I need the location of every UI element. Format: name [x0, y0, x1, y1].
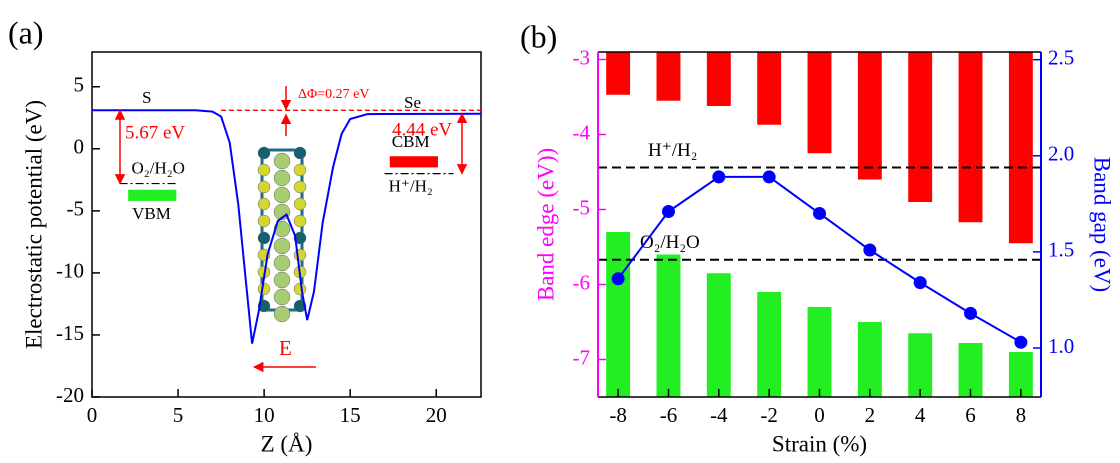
x-tick-label: 0 — [87, 403, 98, 427]
band-label: VBM — [132, 204, 171, 223]
atom — [294, 198, 306, 210]
x-tick-label: -6 — [660, 403, 678, 427]
band-edge-bar — [707, 52, 731, 106]
x-tick-label: -2 — [760, 403, 778, 427]
atom — [258, 198, 270, 210]
atom — [274, 170, 290, 186]
y-tick-label: -3 — [573, 45, 591, 69]
band-gap-point — [914, 276, 927, 289]
band-gap-point — [863, 243, 876, 256]
band-edge-bar — [808, 52, 832, 153]
x-axis-title: Z (Å) — [261, 431, 313, 456]
x-tick-label: 5 — [173, 403, 184, 427]
atom — [258, 283, 270, 295]
x-tick-label: 15 — [340, 403, 361, 427]
y-tick-label: -4 — [573, 120, 591, 144]
level-label: H⁺/H₂ — [389, 177, 433, 196]
band-edge-bar — [707, 273, 731, 397]
x-tick-label: 10 — [254, 403, 275, 427]
y2-tick-label: 1.5 — [1048, 238, 1074, 262]
band-edge-bar — [858, 52, 882, 180]
y2-tick-label: 2.0 — [1048, 142, 1074, 166]
level-label: O₂/H₂O — [640, 232, 700, 253]
atom — [258, 215, 270, 227]
atom — [258, 181, 270, 193]
band-edge-bar — [657, 255, 681, 398]
atom — [294, 249, 306, 261]
band-edge-bar — [657, 52, 681, 101]
atom — [274, 238, 290, 254]
y-axis-title: Band edge (eV)) — [533, 148, 558, 301]
atom — [274, 187, 290, 203]
band-edge-bar — [908, 333, 932, 397]
x-tick-label: 0 — [814, 403, 825, 427]
x-tick-label: 6 — [965, 403, 976, 427]
y-tick-label: 0 — [74, 135, 85, 159]
atom — [258, 164, 270, 176]
atom — [294, 181, 306, 193]
atom-label: S — [142, 88, 151, 107]
y-tick-label: -6 — [573, 270, 591, 294]
band-gap-point — [763, 170, 776, 183]
band-gap-point — [964, 307, 977, 320]
y2-axis-title: Band gap (eV) — [1090, 157, 1115, 292]
atom — [294, 147, 306, 159]
band-edge — [128, 190, 176, 201]
atom — [258, 147, 270, 159]
panel-label: (a) — [8, 14, 44, 50]
band-edge-bar — [858, 322, 882, 397]
level-label: H⁺/H₂ — [648, 140, 697, 161]
x-tick-label: 20 — [426, 403, 447, 427]
band-edge-bar — [606, 52, 630, 95]
field-label: E — [279, 336, 292, 360]
y-axis-title: Electrostatic potential (eV) — [21, 100, 46, 349]
band-gap-point — [813, 207, 826, 220]
level-label: O₂/H₂O — [132, 158, 185, 177]
panel-label: (b) — [520, 18, 557, 54]
y-tick-label: -5 — [573, 195, 591, 219]
x-tick-label: 8 — [1016, 403, 1027, 427]
band-gap-point — [1014, 336, 1027, 349]
y-tick-label: -5 — [67, 197, 85, 221]
band-edge-bar — [959, 52, 983, 222]
band-edge-bar — [908, 52, 932, 202]
atom — [274, 306, 290, 322]
y-tick-label: 5 — [74, 73, 85, 97]
atom — [294, 283, 306, 295]
band-edge — [390, 156, 438, 167]
band-gap-point — [662, 205, 675, 218]
x-tick-label: -8 — [609, 403, 627, 427]
atom-label: Se — [404, 93, 421, 112]
band-edge-bar — [959, 343, 983, 397]
band-edge-bar — [1009, 52, 1033, 243]
band-edge-bar — [606, 232, 630, 397]
x-axis-title: Strain (%) — [772, 431, 867, 456]
atom — [274, 272, 290, 288]
y-tick-label: -10 — [56, 259, 84, 283]
band-edge-bar — [757, 52, 781, 125]
atom — [258, 232, 270, 244]
atom — [294, 164, 306, 176]
figure: (a)05101520-20-15-10-505Z (Å)Electrostat… — [0, 0, 1120, 463]
structure-illustration — [258, 147, 306, 322]
dipole-label: ΔΦ=0.27 eV — [298, 87, 369, 102]
x-tick-label: 2 — [865, 403, 876, 427]
band-edge-bar — [757, 292, 781, 397]
y-tick-label: -20 — [56, 383, 84, 407]
y-tick-label: -7 — [573, 345, 591, 369]
y2-tick-label: 1.0 — [1048, 334, 1074, 358]
band-gap-point — [612, 272, 625, 285]
atom — [274, 153, 290, 169]
gap-label: 5.67 eV — [125, 122, 185, 143]
atom — [274, 289, 290, 305]
atom — [274, 255, 290, 271]
y2-tick-label: 2.5 — [1048, 46, 1074, 70]
x-tick-label: -4 — [710, 403, 728, 427]
band-gap-point — [712, 170, 725, 183]
atom — [294, 215, 306, 227]
y-tick-label: -15 — [56, 321, 84, 345]
gap-label: 4.44 eV — [392, 119, 452, 140]
band-edge-bar — [808, 307, 832, 397]
x-tick-label: 4 — [915, 403, 926, 427]
